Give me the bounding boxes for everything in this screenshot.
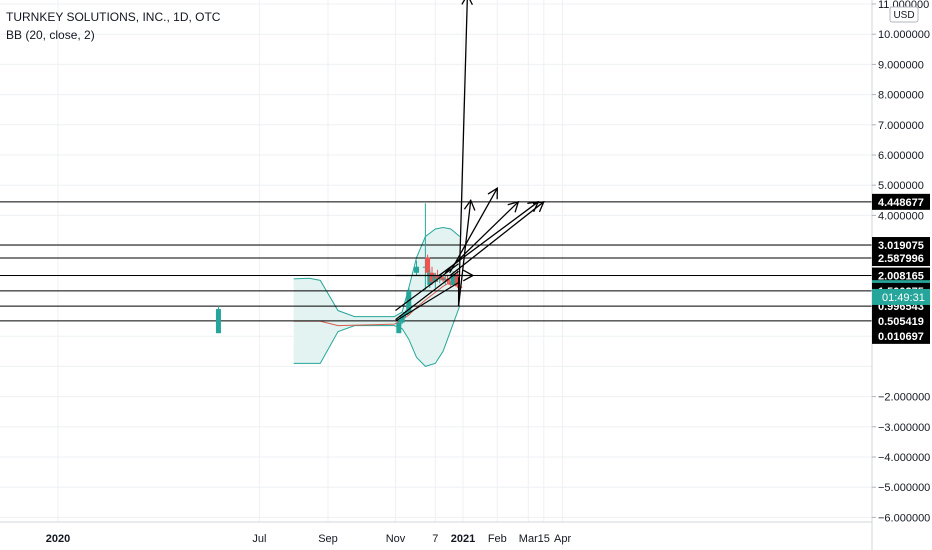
price-label-text: 2.587996	[878, 253, 924, 265]
price-axis-tick-label: 8.000000	[878, 90, 924, 102]
indicator-legend: BB (20, close, 2)	[6, 28, 95, 42]
price-axis-tick-label: −4.000000	[878, 452, 930, 464]
candle	[396, 319, 402, 334]
arrow-shaft	[444, 201, 519, 274]
price-axis-tick-label: 11.000000	[878, 0, 929, 11]
candle-body	[215, 309, 221, 334]
candle-body	[396, 322, 402, 334]
time-axis-tick-label: Nov	[386, 533, 406, 545]
price-label-box	[872, 327, 930, 344]
arrow-drawing	[444, 200, 520, 274]
price-axis-tick-label: 7.000000	[878, 120, 924, 132]
candle-body	[399, 315, 405, 323]
arrow-drawing	[449, 187, 498, 274]
price-axis: −6.000000 −5.000000 −4.000000 −3.000000 −2.0…	[872, 0, 930, 524]
price-label-box	[872, 312, 930, 329]
time-axis-tick-label: 2021	[451, 533, 475, 545]
trendline	[395, 281, 460, 322]
price-axis-tick-label: 6.000000	[878, 150, 924, 162]
symbol-legend: TURNKEY SOLUTIONS, INC., 1D, OTC	[6, 10, 221, 24]
arrow-shaft	[449, 187, 498, 274]
arrow-head	[532, 200, 545, 213]
time-axis-tick-label: Sep	[318, 533, 338, 545]
candle-body	[414, 266, 420, 273]
price-label: 4.448677	[872, 193, 930, 210]
candle	[414, 260, 420, 276]
candle	[425, 254, 431, 276]
price-axis-tick-label: −2.000000	[878, 392, 930, 404]
price-label: 3.019075	[872, 237, 930, 254]
candle	[215, 306, 221, 334]
candle-body	[425, 257, 431, 273]
price-label: 2.587996	[872, 250, 930, 267]
time-axis-tick-label: Apr	[554, 533, 571, 545]
time-axis-tick-label: Feb	[488, 533, 507, 545]
price-axis-tick-label: −6.000000	[878, 512, 930, 524]
price-axis-tick-label: 5.000000	[878, 180, 924, 192]
candle-body	[429, 272, 435, 282]
countdown-box	[872, 288, 930, 305]
candle-body	[432, 275, 438, 282]
time-axis: 2020 Jul Sep Nov 7 2021 Feb Mar 15 Apr	[46, 533, 572, 545]
countdown-text: 01:49:31	[882, 292, 925, 304]
price-label-box	[872, 267, 930, 284]
arrow-drawing	[449, 200, 545, 277]
time-axis-tick-label: 15	[538, 533, 550, 545]
currency-badge: USD	[889, 6, 919, 23]
candle-body	[454, 274, 460, 287]
price-axis-tick-label: −5.000000	[878, 482, 930, 494]
price-label-text: 0.010697	[878, 331, 924, 343]
price-label-text: 4.448677	[878, 197, 924, 209]
candle-body	[402, 312, 408, 316]
bollinger-fill	[293, 227, 460, 367]
candle-body	[450, 274, 456, 285]
price-label-text: 2.008165	[878, 271, 924, 283]
currency-badge-box	[889, 6, 919, 23]
price-axis-tick-label: 10.000000	[878, 29, 930, 41]
time-axis-tick-label: 7	[432, 533, 438, 545]
time-axis-tick-label: Jul	[252, 533, 266, 545]
price-label: 0.505419	[872, 312, 930, 329]
time-axis-tick-label: 2020	[46, 533, 70, 545]
price-axis-tick-label: 4.000000	[878, 210, 924, 222]
price-label-box	[872, 193, 930, 210]
countdown-label: 01:49:31	[872, 288, 930, 305]
bollinger-upper-band	[293, 226, 461, 318]
arrow-head	[507, 200, 520, 213]
arrow-shaft	[449, 201, 545, 277]
price-label-text: 0.505419	[878, 316, 924, 328]
trendline	[395, 270, 459, 321]
candle	[406, 287, 412, 316]
arrow-shaft	[438, 201, 539, 277]
arrow-head	[462, 269, 475, 282]
price-label-text: 3.019075	[878, 240, 924, 252]
price-axis-tick-label: 9.000000	[878, 59, 924, 71]
currency-badge-label: USD	[893, 10, 914, 21]
arrow-head	[461, 0, 474, 6]
candle	[399, 313, 405, 325]
arrow-drawing	[395, 269, 475, 282]
price-label-box	[872, 250, 930, 267]
arrow-head	[487, 187, 498, 200]
price-axis-tick-label: −3.000000	[878, 422, 930, 434]
candle-body	[406, 290, 412, 313]
trendline	[395, 263, 459, 312]
time-axis-tick-label: Mar	[519, 533, 538, 545]
price-label: 0.010697	[872, 327, 930, 344]
arrow-head	[463, 198, 476, 211]
price-label: 2.008165	[872, 267, 930, 284]
bollinger-lower-band	[293, 305, 461, 367]
price-label-box	[872, 237, 930, 254]
